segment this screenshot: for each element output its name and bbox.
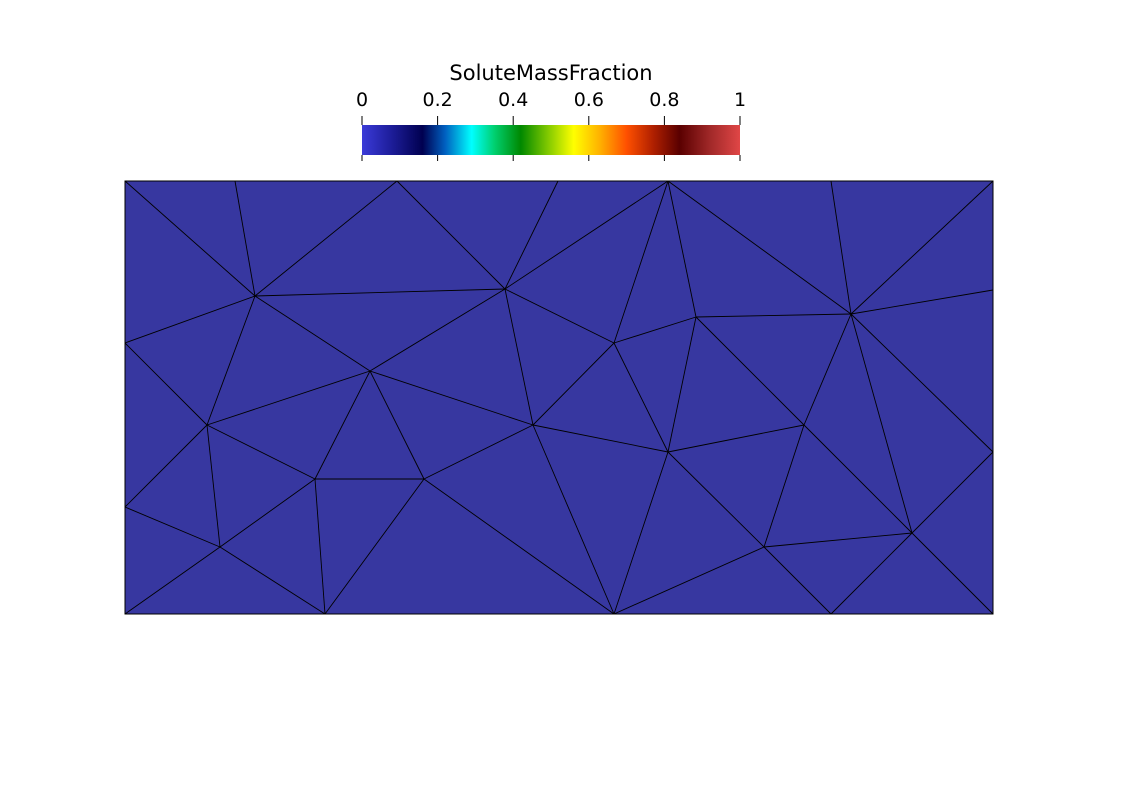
color-legend-tick: 1	[734, 89, 746, 161]
mesh-edge	[613, 316, 697, 344]
mesh-edge	[124, 180, 256, 297]
color-legend-tick: 0.4	[498, 89, 528, 161]
mesh-edge	[911, 451, 994, 534]
mesh-edge	[695, 316, 805, 426]
mesh-edge	[830, 180, 852, 315]
mesh-edge	[532, 424, 615, 615]
mesh-edge	[532, 424, 669, 453]
mesh-domain-fill	[125, 181, 993, 614]
color-legend-ticks: 0 0.2 0.4 0.6 0.8 1	[356, 89, 746, 161]
color-legend-tick-label: 0	[356, 89, 368, 111]
mesh-edge	[667, 451, 765, 548]
mesh-triangle-edges	[124, 180, 994, 615]
mesh-boundary	[124, 180, 994, 615]
mesh-edge	[532, 342, 615, 426]
mesh-edge	[850, 180, 994, 315]
color-legend-tick-label: 0.6	[574, 89, 604, 111]
mesh-edge	[504, 288, 534, 426]
mesh-edge	[314, 370, 371, 480]
mesh-edge	[206, 424, 221, 548]
color-legend-tick-label: 0.8	[649, 89, 679, 111]
mesh-edge	[206, 295, 256, 426]
color-legend-tick: 0	[356, 89, 368, 161]
mesh-edge	[219, 478, 316, 548]
color-legend-tick: 0.8	[649, 89, 680, 161]
mesh-edge	[850, 289, 994, 315]
mesh-edge	[254, 180, 398, 297]
mesh-edge	[850, 313, 994, 453]
mesh-edge	[613, 342, 669, 453]
mesh-edge	[254, 288, 506, 297]
mesh-edge	[803, 313, 852, 426]
color-legend-tick: 0.6	[574, 89, 604, 161]
mesh-edge	[613, 451, 669, 615]
mesh-edge	[124, 506, 221, 548]
mesh-edge	[396, 180, 506, 290]
mesh-edge	[124, 295, 256, 344]
color-legend: SoluteMassFraction 0 0.2 0.4 0.6 0.8 1	[356, 61, 746, 161]
mesh-edge	[667, 424, 805, 453]
mesh-edge	[667, 180, 852, 315]
mesh-edge	[613, 546, 765, 615]
mesh-edge	[695, 313, 852, 318]
mesh-edge	[314, 478, 326, 615]
mesh-edge	[850, 313, 913, 534]
mesh-edge	[206, 424, 316, 480]
mesh-edge	[369, 370, 534, 426]
mesh-edge	[763, 424, 805, 548]
color-legend-bar	[362, 125, 740, 155]
mesh-edge	[504, 288, 615, 344]
mesh-edge	[124, 342, 208, 426]
mesh-edge	[324, 478, 425, 615]
color-legend-title: SoluteMassFraction	[449, 61, 652, 85]
mesh-edge	[504, 180, 669, 290]
mesh-edge	[830, 532, 913, 615]
color-legend-tick: 0.2	[422, 89, 453, 161]
mesh-edge	[763, 532, 913, 548]
mesh-edge	[911, 532, 994, 615]
mesh-edge	[504, 180, 559, 290]
color-legend-tick-label: 0.4	[498, 89, 528, 111]
mesh-edge	[667, 316, 697, 453]
color-legend-tick-label: 0.2	[422, 89, 452, 111]
mesh-edge	[206, 370, 371, 426]
mesh-edge	[124, 546, 221, 615]
mesh-edge	[423, 478, 615, 615]
triangular-mesh	[124, 180, 994, 615]
mesh-edge	[763, 546, 832, 615]
mesh-edge	[369, 288, 506, 372]
mesh-edge	[423, 424, 534, 480]
mesh-edge	[234, 180, 256, 297]
mesh-edge	[803, 424, 913, 534]
mesh-edge	[219, 546, 326, 615]
mesh-edge	[124, 424, 208, 508]
mesh-edge	[254, 295, 371, 372]
mesh-edge	[667, 180, 697, 318]
mesh-edge	[613, 180, 669, 344]
color-legend-tick-label: 1	[734, 89, 746, 111]
mesh-edge	[369, 370, 425, 480]
